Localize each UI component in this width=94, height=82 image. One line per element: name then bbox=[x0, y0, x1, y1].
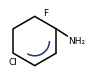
Text: NH₂: NH₂ bbox=[68, 37, 85, 46]
Text: F: F bbox=[43, 9, 48, 18]
Text: Cl: Cl bbox=[8, 58, 17, 67]
